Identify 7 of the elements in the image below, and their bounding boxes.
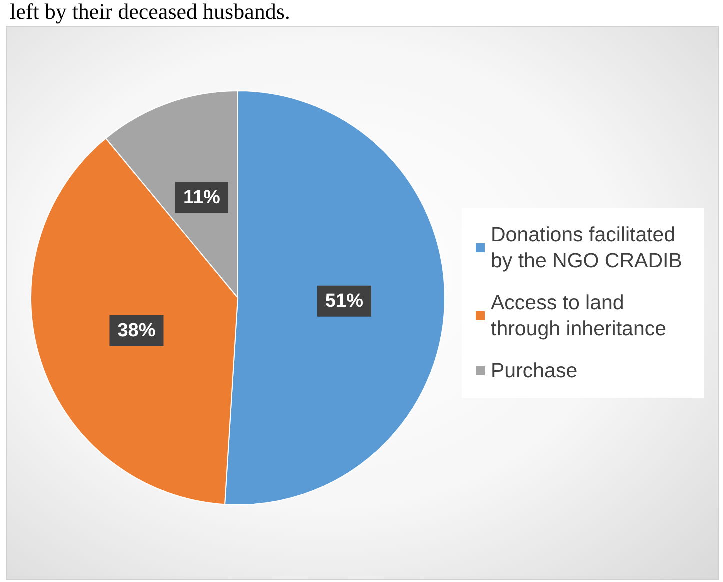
legend-label: Purchase: [491, 360, 578, 382]
data-label: 51%: [325, 290, 364, 312]
data-label: 38%: [118, 320, 156, 342]
data-label: 11%: [183, 187, 221, 208]
legend-label: Access to land through inheritance: [491, 292, 667, 340]
legend-label: Donations facilitated by the NGO CRADIB: [491, 224, 682, 272]
text: left by their deceased husbands.: [10, 0, 290, 24]
